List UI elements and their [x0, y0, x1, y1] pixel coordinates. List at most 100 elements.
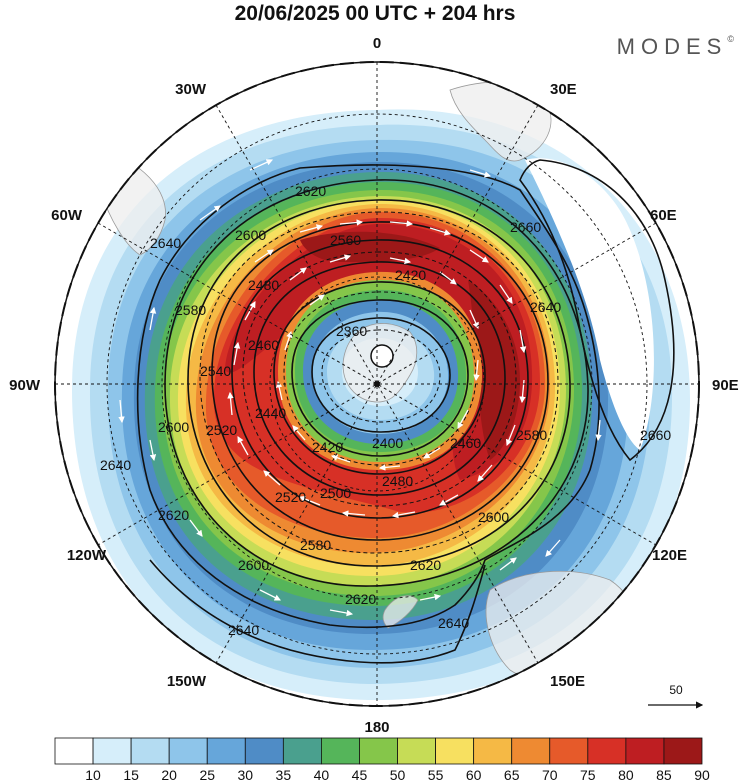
longitude-labels: 0 30E 60E 90E 120E 150E 180 150W 120W 90…: [9, 35, 739, 736]
colorbar-swatch: [54, 737, 94, 765]
colorbar-tick-label: 15: [123, 767, 139, 782]
vector-reference-label: 50: [669, 683, 683, 697]
colorbar-swatch: [168, 737, 208, 765]
colorbar-swatch: [397, 737, 436, 765]
colorbar-tick-label: 35: [276, 767, 292, 782]
height-contours: [136, 159, 675, 664]
colorbar-swatch: [92, 737, 132, 765]
contour-label: 2640: [530, 299, 561, 315]
colorbar-tick-label: 30: [238, 767, 254, 782]
contour-label: 2640: [100, 457, 131, 473]
contour-label: 2600: [158, 419, 189, 435]
contour-label: 2620: [158, 507, 189, 523]
east-calm: [525, 158, 654, 450]
lon-label-90w: 90W: [9, 377, 41, 394]
colorbar-tick-label: 20: [161, 767, 177, 782]
copyright-mark: ©: [727, 34, 734, 44]
lon-label-60w: 60W: [51, 207, 83, 224]
colorbar-tick-label: 85: [656, 767, 672, 782]
new-zealand-land: [382, 595, 419, 629]
contour-label: 2560: [330, 232, 361, 248]
colorbar-swatch: [206, 737, 246, 765]
lon-label-120w: 120W: [67, 547, 107, 564]
contour-2620: [164, 179, 589, 587]
dashed-contours: [199, 211, 559, 554]
colorbar-tick-label: 75: [580, 767, 596, 782]
brand-name: MODES: [616, 34, 728, 59]
contour-label: 2620: [295, 183, 326, 199]
colorbar-swatch: [473, 737, 513, 765]
colorbar-swatch: [130, 737, 170, 765]
contour-label: 2540: [200, 363, 231, 379]
contour-2360: [311, 317, 451, 433]
colorbar-tick-label: 25: [199, 767, 215, 782]
lon-label-150w: 150W: [167, 673, 207, 690]
colorbar-tick-label: 90: [694, 767, 710, 782]
contour-2640: [136, 164, 600, 629]
contour-label: 2620: [410, 557, 441, 573]
contour-2660-east: [519, 159, 675, 462]
lon-label-30w: 30W: [175, 81, 207, 98]
contour-2440: [273, 281, 486, 475]
contour-2640-outer: [149, 559, 486, 664]
contour-label: 2580: [300, 537, 331, 553]
colorbar-swatch: [549, 737, 589, 765]
contour-2480: [253, 261, 506, 496]
colorbar-swatch: [435, 737, 475, 765]
map-title: 20/06/2025 00 UTC + 204 hrs: [234, 2, 516, 25]
contour-label: 2580: [175, 302, 206, 318]
colorbar-tick-label: 40: [314, 767, 330, 782]
contour-label: 2640: [150, 235, 181, 251]
contour-label: 2480: [382, 473, 413, 489]
outer-latitude-ring: [54, 61, 700, 707]
colorbar-tick-label: 50: [390, 767, 406, 782]
contour-label: 2420: [395, 267, 426, 283]
contour-label: 2660: [640, 427, 671, 443]
vector-reference: 50: [648, 683, 704, 709]
contour-label: 2360: [336, 323, 367, 339]
contour-label: 2420: [312, 439, 343, 455]
colorbar-tick-label: 80: [618, 767, 634, 782]
polar-high: [370, 344, 394, 368]
lon-label-60e: 60E: [650, 207, 677, 224]
colorbar-tick-label: 70: [542, 767, 558, 782]
colorbar-swatch: [244, 737, 284, 765]
contour-label: 2400: [372, 435, 403, 451]
colorbar-tick-label: 45: [352, 767, 368, 782]
colorbar-swatch: [625, 737, 665, 765]
contour-label: 2640: [228, 622, 259, 638]
contour-2400: [291, 299, 469, 457]
contour-label: 2600: [235, 227, 266, 243]
graticule: [55, 62, 699, 706]
colorbar-tick-label: 10: [85, 767, 101, 782]
lon-label-120e: 120E: [652, 547, 687, 564]
lon-label-0: 0: [373, 35, 381, 52]
contour-label: 2600: [478, 509, 509, 525]
colorbar-swatch: [511, 737, 551, 765]
colorbar-swatch: [321, 737, 360, 765]
colorbar-tick-label: 55: [428, 767, 444, 782]
contour-label: 2660: [510, 219, 541, 235]
contour-2600: [187, 199, 571, 567]
wind-vectors: [118, 159, 642, 617]
south-pole-marker: [374, 381, 380, 387]
contour-label: 2520: [275, 489, 306, 505]
colorbar: 10 15 20 25 30 35 40 45 50 55 60 65 70 75 80 85 90: [54, 737, 710, 782]
colorbar-tick-label: 65: [504, 767, 520, 782]
contour-label: 2460: [450, 435, 481, 451]
contour-labels: 2620 2600 2560 2420 2480 2360 2460 2540 …: [100, 183, 671, 638]
colorbar-swatch: [359, 737, 398, 765]
contour-label: 2440: [255, 405, 286, 421]
colorbar-swatch: [282, 737, 322, 765]
contour-label: 2460: [248, 337, 279, 353]
contour-label: 2500: [320, 485, 351, 501]
contour-2520: [231, 239, 529, 519]
lon-label-30e: 30E: [550, 81, 577, 98]
band-85b: [300, 231, 440, 262]
lon-label-180: 180: [364, 719, 389, 736]
contour-label: 2480: [248, 277, 279, 293]
lon-label-90e: 90E: [712, 377, 739, 394]
contour-label: 2520: [206, 422, 237, 438]
contour-label: 2640: [438, 615, 469, 631]
